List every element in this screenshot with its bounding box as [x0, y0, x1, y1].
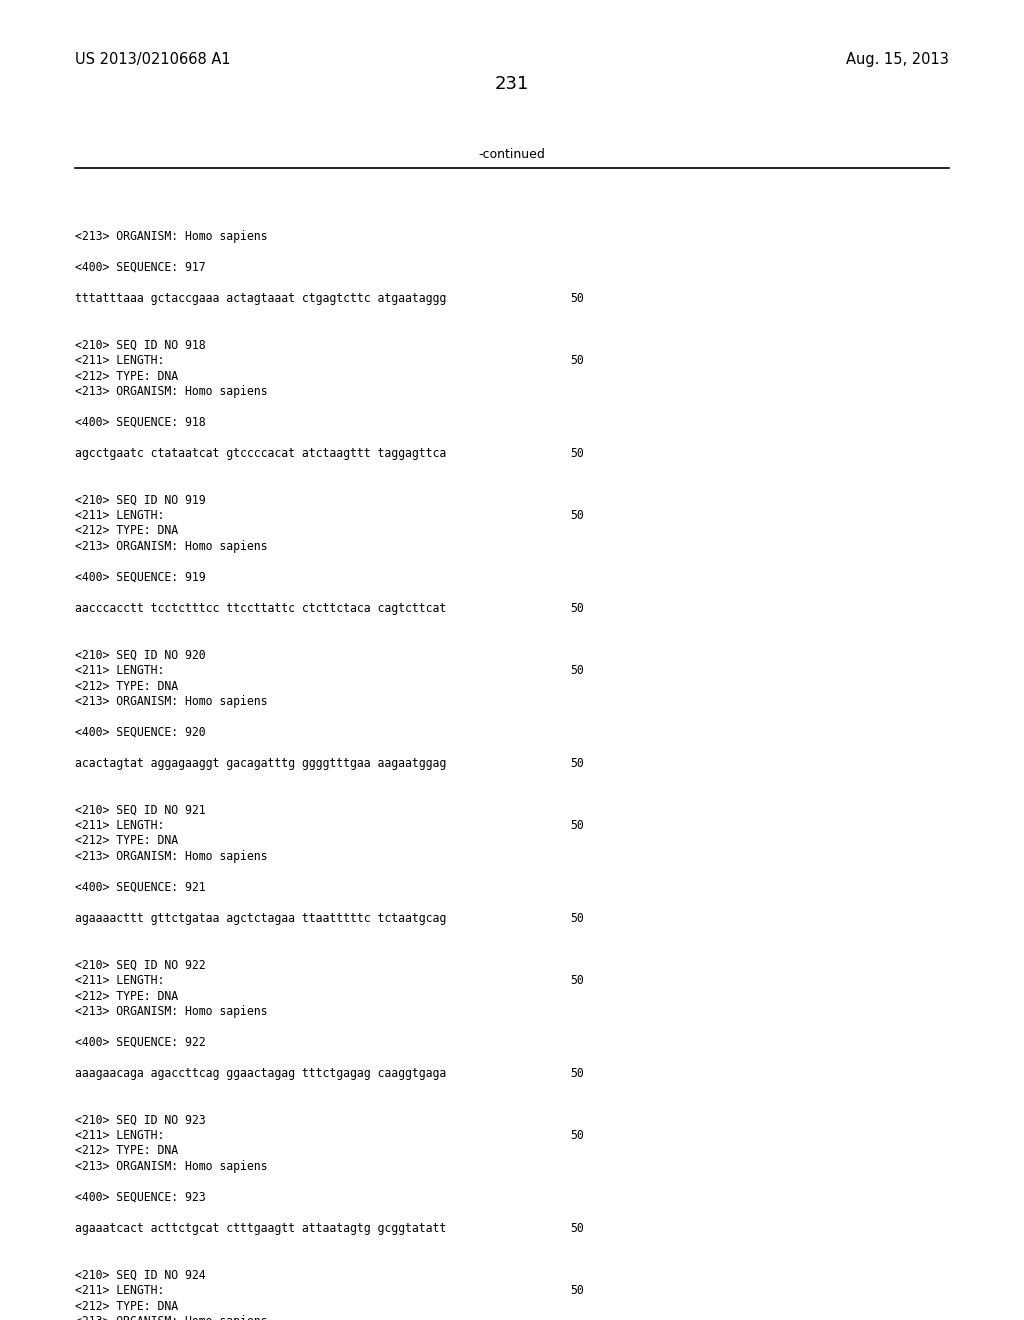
Text: <213> ORGANISM: Homo sapiens: <213> ORGANISM: Homo sapiens — [75, 1160, 267, 1173]
Text: <213> ORGANISM: Homo sapiens: <213> ORGANISM: Homo sapiens — [75, 230, 267, 243]
Text: 50: 50 — [570, 1129, 584, 1142]
Text: <211> LENGTH:: <211> LENGTH: — [75, 974, 165, 987]
Text: <400> SEQUENCE: 920: <400> SEQUENCE: 920 — [75, 726, 206, 739]
Text: <213> ORGANISM: Homo sapiens: <213> ORGANISM: Homo sapiens — [75, 1315, 267, 1320]
Text: <213> ORGANISM: Homo sapiens: <213> ORGANISM: Homo sapiens — [75, 540, 267, 553]
Text: acactagtat aggagaaggt gacagatttg ggggtttgaa aagaatggag: acactagtat aggagaaggt gacagatttg ggggttt… — [75, 756, 446, 770]
Text: <213> ORGANISM: Homo sapiens: <213> ORGANISM: Homo sapiens — [75, 850, 267, 863]
Text: <210> SEQ ID NO 918: <210> SEQ ID NO 918 — [75, 338, 206, 351]
Text: <212> TYPE: DNA: <212> TYPE: DNA — [75, 680, 178, 693]
Text: 231: 231 — [495, 75, 529, 92]
Text: 50: 50 — [570, 1067, 584, 1080]
Text: 50: 50 — [570, 510, 584, 521]
Text: <211> LENGTH:: <211> LENGTH: — [75, 510, 165, 521]
Text: <212> TYPE: DNA: <212> TYPE: DNA — [75, 524, 178, 537]
Text: 50: 50 — [570, 912, 584, 925]
Text: <211> LENGTH:: <211> LENGTH: — [75, 354, 165, 367]
Text: <212> TYPE: DNA: <212> TYPE: DNA — [75, 834, 178, 847]
Text: 50: 50 — [570, 974, 584, 987]
Text: <213> ORGANISM: Homo sapiens: <213> ORGANISM: Homo sapiens — [75, 1005, 267, 1018]
Text: 50: 50 — [570, 664, 584, 677]
Text: <400> SEQUENCE: 918: <400> SEQUENCE: 918 — [75, 416, 206, 429]
Text: <210> SEQ ID NO 920: <210> SEQ ID NO 920 — [75, 648, 206, 661]
Text: agcctgaatc ctataatcat gtccccacat atctaagttt taggagttca: agcctgaatc ctataatcat gtccccacat atctaag… — [75, 447, 446, 459]
Text: agaaatcact acttctgcat ctttgaagtt attaatagtg gcggtatatt: agaaatcact acttctgcat ctttgaagtt attaata… — [75, 1222, 446, 1236]
Text: 50: 50 — [570, 602, 584, 615]
Text: <400> SEQUENCE: 921: <400> SEQUENCE: 921 — [75, 880, 206, 894]
Text: <210> SEQ ID NO 921: <210> SEQ ID NO 921 — [75, 804, 206, 817]
Text: <210> SEQ ID NO 923: <210> SEQ ID NO 923 — [75, 1114, 206, 1126]
Text: 50: 50 — [570, 1222, 584, 1236]
Text: <210> SEQ ID NO 924: <210> SEQ ID NO 924 — [75, 1269, 206, 1282]
Text: 50: 50 — [570, 756, 584, 770]
Text: 50: 50 — [570, 292, 584, 305]
Text: <400> SEQUENCE: 922: <400> SEQUENCE: 922 — [75, 1036, 206, 1049]
Text: <400> SEQUENCE: 919: <400> SEQUENCE: 919 — [75, 572, 206, 583]
Text: <211> LENGTH:: <211> LENGTH: — [75, 1129, 165, 1142]
Text: <400> SEQUENCE: 917: <400> SEQUENCE: 917 — [75, 261, 206, 275]
Text: <213> ORGANISM: Homo sapiens: <213> ORGANISM: Homo sapiens — [75, 385, 267, 399]
Text: <211> LENGTH:: <211> LENGTH: — [75, 664, 165, 677]
Text: 50: 50 — [570, 1284, 584, 1298]
Text: aacccacctt tcctctttcc ttccttattc ctcttctaca cagtcttcat: aacccacctt tcctctttcc ttccttattc ctcttct… — [75, 602, 446, 615]
Text: <211> LENGTH:: <211> LENGTH: — [75, 1284, 165, 1298]
Text: tttatttaaa gctaccgaaa actagtaaat ctgagtcttc atgaataggg: tttatttaaa gctaccgaaa actagtaaat ctgagtc… — [75, 292, 446, 305]
Text: <210> SEQ ID NO 919: <210> SEQ ID NO 919 — [75, 494, 206, 507]
Text: -continued: -continued — [478, 148, 546, 161]
Text: 50: 50 — [570, 354, 584, 367]
Text: Aug. 15, 2013: Aug. 15, 2013 — [846, 51, 949, 67]
Text: <212> TYPE: DNA: <212> TYPE: DNA — [75, 1299, 178, 1312]
Text: agaaaacttt gttctgataa agctctagaa ttaatttttc tctaatgcag: agaaaacttt gttctgataa agctctagaa ttaattt… — [75, 912, 446, 925]
Text: aaagaacaga agaccttcag ggaactagag tttctgagag caaggtgaga: aaagaacaga agaccttcag ggaactagag tttctga… — [75, 1067, 446, 1080]
Text: 50: 50 — [570, 447, 584, 459]
Text: <213> ORGANISM: Homo sapiens: <213> ORGANISM: Homo sapiens — [75, 696, 267, 708]
Text: <212> TYPE: DNA: <212> TYPE: DNA — [75, 990, 178, 1002]
Text: <211> LENGTH:: <211> LENGTH: — [75, 818, 165, 832]
Text: <212> TYPE: DNA: <212> TYPE: DNA — [75, 1144, 178, 1158]
Text: <210> SEQ ID NO 922: <210> SEQ ID NO 922 — [75, 958, 206, 972]
Text: <400> SEQUENCE: 923: <400> SEQUENCE: 923 — [75, 1191, 206, 1204]
Text: US 2013/0210668 A1: US 2013/0210668 A1 — [75, 51, 230, 67]
Text: 50: 50 — [570, 818, 584, 832]
Text: <212> TYPE: DNA: <212> TYPE: DNA — [75, 370, 178, 383]
